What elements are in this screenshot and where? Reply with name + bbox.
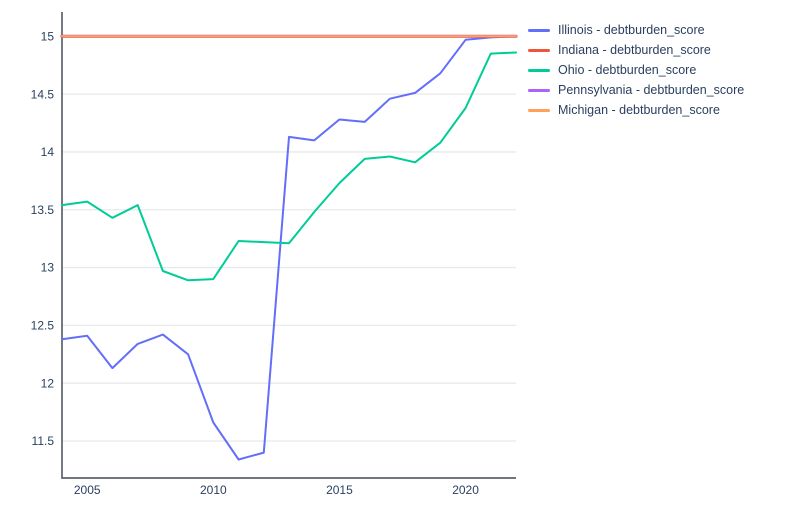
legend-label-illinois: Illinois - debtburden_score (558, 23, 705, 37)
y-tick-label-12: 12 (41, 376, 55, 390)
x-tick-label-2015: 2015 (326, 483, 353, 497)
y-tick-label-13: 13 (41, 261, 55, 275)
legend-item-indiana[interactable]: Indiana - debtburden_score (528, 40, 744, 60)
legend-item-illinois[interactable]: Illinois - debtburden_score (528, 20, 744, 40)
y-axis-tick-labels: 11.5 12 12.5 13 13.5 14 14.5 15 (31, 29, 55, 448)
legend-item-ohio[interactable]: Ohio - debtburden_score (528, 60, 744, 80)
x-tick-label-2020: 2020 (452, 483, 479, 497)
legend-swatch-ohio (528, 68, 550, 72)
axis-lines (61, 12, 516, 479)
legend-label-michigan: Michigan - debtburden_score (558, 103, 720, 117)
legend: Illinois - debtburden_score Indiana - deb… (528, 20, 744, 120)
y-tick-label-11.5: 11.5 (32, 434, 55, 448)
legend-label-pennsylvania: Pennsylvania - debtburden_score (558, 83, 745, 97)
x-tick-label-2005: 2005 (74, 483, 101, 497)
y-tick-label-15: 15 (41, 29, 55, 43)
legend-swatch-pennsylvania (528, 88, 550, 92)
series-line-illinois (61, 35, 517, 461)
legend-item-michigan[interactable]: Michigan - debtburden_score (528, 100, 744, 120)
legend-label-indiana: Indiana - debtburden_score (558, 43, 711, 57)
gridlines (62, 35, 516, 442)
legend-item-pennsylvania[interactable]: Pennsylvania - debtburden_score (528, 80, 744, 100)
y-tick-label-14: 14 (41, 145, 55, 159)
x-axis-tick-labels: 2005 2010 2015 2020 (74, 483, 479, 497)
legend-label-ohio: Ohio - debtburden_score (558, 63, 697, 77)
series-lines (60, 34, 518, 461)
series-line-ohio (61, 51, 517, 282)
plot-area[interactable] (62, 12, 516, 478)
legend-swatch-indiana (528, 48, 550, 52)
x-tick-label-2010: 2010 (200, 483, 227, 497)
y-tick-label-14.5: 14.5 (31, 87, 55, 101)
y-tick-label-12.5: 12.5 (31, 319, 55, 333)
legend-swatch-michigan (528, 108, 550, 112)
y-tick-label-13.5: 13.5 (31, 203, 55, 217)
legend-swatch-illinois (528, 28, 550, 32)
axes (61, 12, 516, 479)
